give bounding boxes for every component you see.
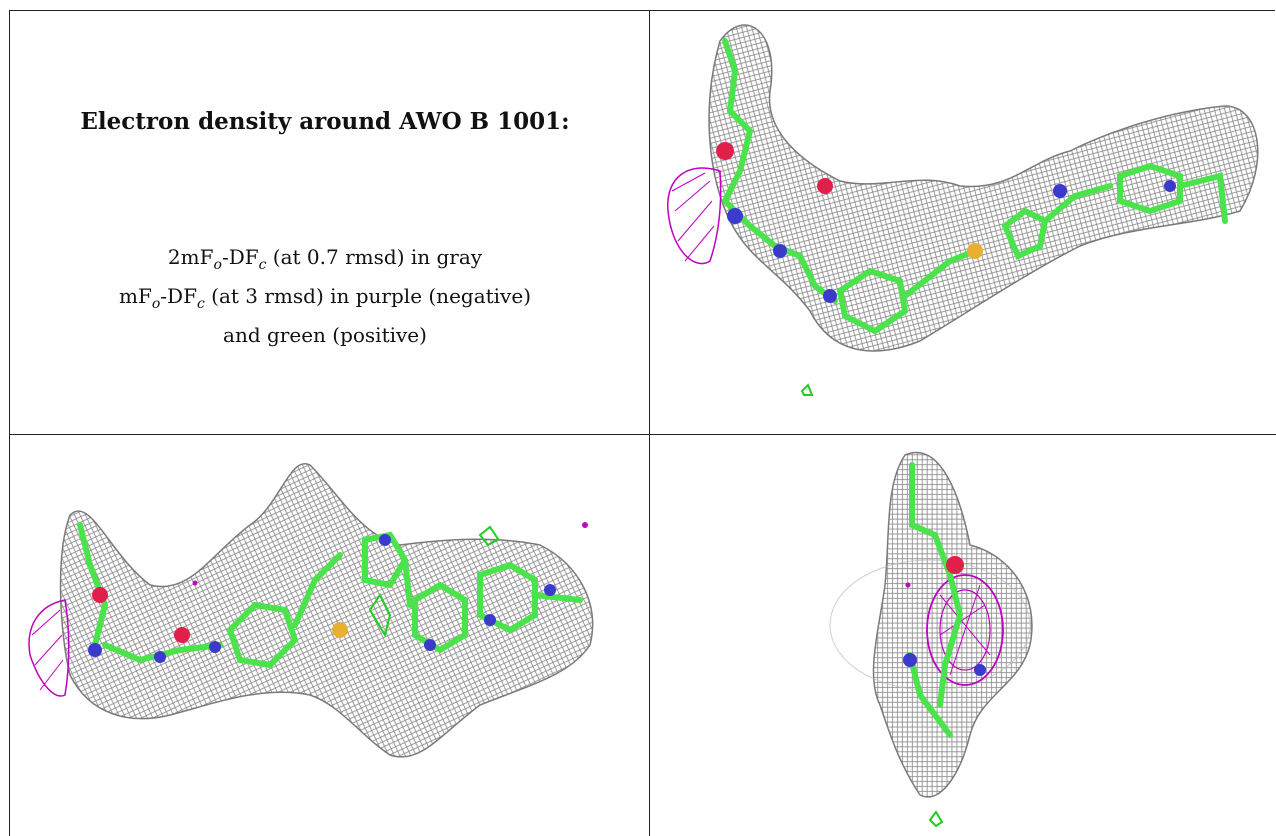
ligand-density-view-3-icon [829,451,1033,828]
ligand-density-view-1-icon [667,24,1259,396]
legend-line-gray: 2mFo-DFc (at 0.7 rmsd) in gray [167,245,483,273]
legend-line-positive: and green (positive) [223,323,427,347]
view-bottom-left [10,435,649,836]
view-top-right [650,11,1276,434]
ligand-density-view-2-icon [28,462,594,758]
caption-legend: 2mFo-DFc (at 0.7 rmsd) in gray mFo-DFc (… [10,242,640,351]
caption-cell: Electron density around AWO B 1001: 2mFo… [10,10,640,430]
table-divider-vertical [649,10,650,836]
table-divider-horizontal [9,434,1276,435]
table-border-left [9,10,10,836]
table-border-top [9,10,1275,11]
legend-line-difference: mFo-DFc (at 3 rmsd) in purple (negative) [119,284,531,312]
view-bottom-right [650,435,1276,836]
caption-title: Electron density around AWO B 1001: [80,108,570,135]
